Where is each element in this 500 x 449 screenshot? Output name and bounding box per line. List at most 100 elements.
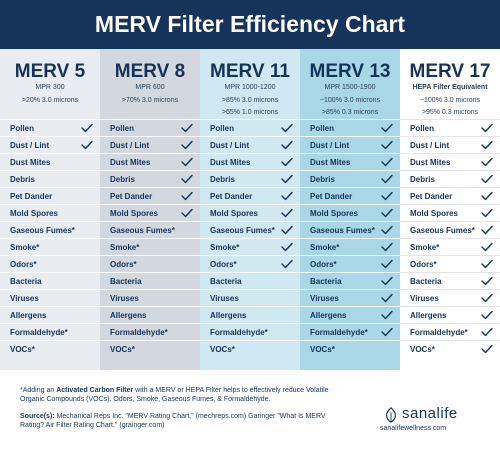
row-label: Pollen xyxy=(310,124,335,133)
table-row: Allergens xyxy=(100,306,200,323)
checkmark-icon xyxy=(381,157,393,167)
table-row: Gaseous Fumes* xyxy=(0,221,100,238)
row-label: Gaseous Fumes* xyxy=(110,226,175,235)
table-row: Allergens xyxy=(200,306,300,323)
row-label: Bacteria xyxy=(310,277,342,286)
checkmark-icon xyxy=(481,310,493,320)
row-label: Mold Spores xyxy=(310,209,359,218)
table-row: Odors* xyxy=(300,255,400,272)
table-row: Debris xyxy=(0,170,100,187)
row-label: Viruses xyxy=(10,294,39,303)
table-row: Odors* xyxy=(400,255,500,272)
table-row: VOCs* xyxy=(200,340,300,357)
footnote-bold: Activated Carbon Filter xyxy=(56,387,134,394)
row-label: Allergens xyxy=(10,311,47,320)
checkmark-icon xyxy=(181,123,193,133)
table-row: Dust / Lint xyxy=(300,136,400,153)
row-label: Odors* xyxy=(310,260,337,269)
table-row: Pollen xyxy=(200,119,300,136)
checkmark-icon xyxy=(81,140,93,150)
column-merv-5: MERV 5 MPR 300 >20% 3.0 microns Pollen Du… xyxy=(0,49,100,370)
checkmark-icon xyxy=(381,208,393,218)
table-row: Dust / Lint xyxy=(400,136,500,153)
checkmark-icon xyxy=(381,191,393,201)
checkmark-icon xyxy=(381,276,393,286)
checkmark-icon xyxy=(481,140,493,150)
table-row: Pet Dander xyxy=(200,187,300,204)
checkmark-icon xyxy=(281,191,293,201)
table-row: Pollen xyxy=(100,119,200,136)
brand-logo: sanalife sanalifewellness.com xyxy=(380,405,490,435)
row-label: Gaseous Fumes* xyxy=(10,226,75,235)
row-label: Dust / Lint xyxy=(110,141,150,150)
column-header: MERV 5 MPR 300 >20% 3.0 microns xyxy=(0,49,100,121)
merv-rating: MERV 13 xyxy=(309,61,391,82)
table-row: Bacteria xyxy=(400,272,500,289)
row-label: Viruses xyxy=(310,294,339,303)
checkmark-icon xyxy=(481,242,493,252)
table-row: Gaseous Fumes* xyxy=(400,221,500,238)
sources: Source(s): Mechanical Reps Inc. "MERV Ra… xyxy=(20,412,340,430)
table-row: Formaldehyde* xyxy=(0,323,100,340)
checkmark-icon xyxy=(381,225,393,235)
row-label: Odors* xyxy=(210,260,237,269)
table-row: Mold Spores xyxy=(0,204,100,221)
checkmark-icon xyxy=(281,225,293,235)
row-label: Pet Dander xyxy=(210,192,253,201)
checkmark-icon xyxy=(481,293,493,303)
row-label: Debris xyxy=(210,175,235,184)
table-row: Smoke* xyxy=(300,238,400,255)
table-row: Dust Mites xyxy=(200,153,300,170)
row-label: VOCs* xyxy=(10,345,35,354)
column-rows: Pollen Dust / Lint Dust Mites Debris Pet Dan… xyxy=(200,119,300,357)
row-label: VOCs* xyxy=(110,345,135,354)
checkmark-icon xyxy=(481,276,493,286)
row-label: Pet Dander xyxy=(410,192,453,201)
row-label: Pollen xyxy=(110,124,135,133)
row-label: Dust Mites xyxy=(310,158,351,167)
column-rows: Pollen Dust / Lint Dust Mites Debris Pet Dan… xyxy=(0,119,100,357)
table-row: Pet Dander xyxy=(100,187,200,204)
table-row: VOCs* xyxy=(0,340,100,357)
merv-columns: MERV 5 MPR 300 >20% 3.0 microns Pollen Du… xyxy=(0,49,500,370)
checkmark-icon xyxy=(381,174,393,184)
row-label: Gaseous Fumes* xyxy=(310,226,375,235)
row-label: Allergens xyxy=(110,311,147,320)
row-label: Pet Dander xyxy=(10,192,53,201)
table-row: VOCs* xyxy=(100,340,200,357)
checkmark-icon xyxy=(481,208,493,218)
mpr-rating: MPR 300 xyxy=(35,84,65,91)
table-row: Smoke* xyxy=(100,238,200,255)
column-rows: Pollen Dust / Lint Dust Mites Debris Pet Dan… xyxy=(300,119,400,357)
efficiency-1: ~100% 3.0 microns xyxy=(419,96,481,104)
table-row: Formaldehyde* xyxy=(200,323,300,340)
table-row: Smoke* xyxy=(400,238,500,255)
checkmark-icon xyxy=(481,123,493,133)
table-row: Dust / Lint xyxy=(100,136,200,153)
checkmark-icon xyxy=(181,140,193,150)
row-label: Pollen xyxy=(410,124,435,133)
checkmark-icon xyxy=(381,293,393,303)
merv-rating: MERV 8 xyxy=(114,61,186,82)
table-row: Odors* xyxy=(200,255,300,272)
row-label: Dust Mites xyxy=(110,158,151,167)
table-row: Debris xyxy=(300,170,400,187)
table-row: VOCs* xyxy=(400,340,500,357)
table-row: Bacteria xyxy=(300,272,400,289)
column-header: MERV 11 MPR 1000-1200 >85% 3.0 microns >… xyxy=(200,49,300,121)
checkmark-icon xyxy=(381,123,393,133)
row-label: Dust / Lint xyxy=(310,141,350,150)
table-row: Viruses xyxy=(200,289,300,306)
table-row: Pet Dander xyxy=(0,187,100,204)
checkmark-icon xyxy=(181,174,193,184)
checkmark-icon xyxy=(481,327,493,337)
source-label: Source(s): xyxy=(20,413,55,420)
row-label: Odors* xyxy=(410,260,437,269)
column-merv-13: MERV 13 MPR 1500-1900 ~100% 3.0 microns … xyxy=(300,49,400,370)
row-label: Bacteria xyxy=(110,277,142,286)
row-label: Dust Mites xyxy=(410,158,451,167)
footnote: *Adding an Activated Carbon Filter with … xyxy=(20,386,350,404)
mpr-rating: MPR 600 xyxy=(135,84,165,91)
table-row: Smoke* xyxy=(200,238,300,255)
checkmark-icon xyxy=(481,259,493,269)
